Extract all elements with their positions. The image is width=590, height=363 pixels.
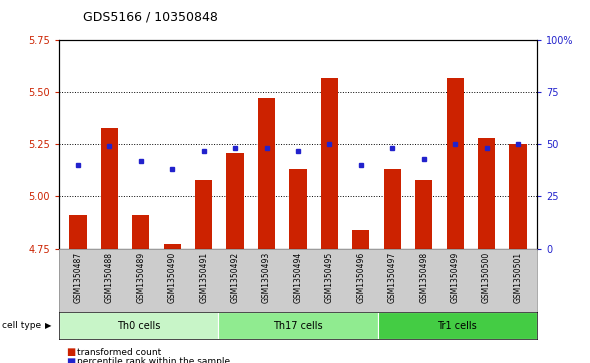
Bar <box>258 98 275 249</box>
Text: GSM1350500: GSM1350500 <box>482 252 491 303</box>
Bar <box>415 180 432 249</box>
Text: GSM1350493: GSM1350493 <box>262 252 271 303</box>
Text: ▶: ▶ <box>45 321 52 330</box>
Bar <box>447 77 464 249</box>
Text: transformed count: transformed count <box>77 348 161 356</box>
Text: GSM1350496: GSM1350496 <box>356 252 365 303</box>
Text: GSM1350492: GSM1350492 <box>231 252 240 303</box>
Text: ■: ■ <box>66 347 76 357</box>
Text: GSM1350491: GSM1350491 <box>199 252 208 303</box>
Bar <box>321 77 338 249</box>
Bar <box>195 180 212 249</box>
Bar <box>101 127 118 249</box>
Text: GSM1350487: GSM1350487 <box>73 252 83 303</box>
Text: GSM1350495: GSM1350495 <box>325 252 334 303</box>
Text: GSM1350490: GSM1350490 <box>168 252 176 303</box>
Bar <box>132 215 149 249</box>
Text: Th17 cells: Th17 cells <box>273 321 323 331</box>
Text: cell type: cell type <box>2 321 41 330</box>
Bar <box>478 138 495 249</box>
Bar <box>218 312 378 339</box>
Text: GSM1350501: GSM1350501 <box>513 252 523 303</box>
Text: GDS5166 / 10350848: GDS5166 / 10350848 <box>83 11 218 24</box>
Text: Th0 cells: Th0 cells <box>117 321 160 331</box>
Bar <box>384 169 401 249</box>
Text: ■: ■ <box>66 357 76 363</box>
Bar <box>59 312 218 339</box>
Text: Tr1 cells: Tr1 cells <box>437 321 477 331</box>
Bar <box>227 152 244 249</box>
Text: GSM1350497: GSM1350497 <box>388 252 396 303</box>
Text: GSM1350488: GSM1350488 <box>105 252 114 303</box>
Bar <box>289 169 307 249</box>
Bar <box>69 215 87 249</box>
Text: GSM1350494: GSM1350494 <box>293 252 303 303</box>
Bar <box>378 312 537 339</box>
Text: GSM1350498: GSM1350498 <box>419 252 428 303</box>
Text: GSM1350489: GSM1350489 <box>136 252 145 303</box>
Text: GSM1350499: GSM1350499 <box>451 252 460 303</box>
Text: percentile rank within the sample: percentile rank within the sample <box>77 358 230 363</box>
Bar <box>163 245 181 249</box>
Bar <box>352 230 369 249</box>
Bar <box>509 144 527 249</box>
